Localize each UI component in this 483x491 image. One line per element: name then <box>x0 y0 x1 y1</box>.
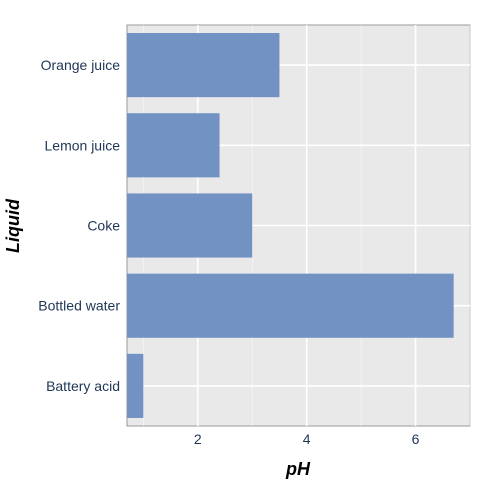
x-tick-label: 6 <box>412 431 420 447</box>
y-tick-label: Orange juice <box>41 57 121 73</box>
bars <box>127 33 454 418</box>
bar-battery-acid <box>127 353 144 418</box>
y-tick-label: Battery acid <box>46 378 120 394</box>
x-tick-label: 4 <box>303 431 311 447</box>
y-tick-label: Coke <box>87 218 120 234</box>
y-axis-title: Liquid <box>3 198 23 253</box>
x-tick-labels: 2 4 6 <box>194 431 420 447</box>
bar-coke <box>127 193 253 258</box>
bar-lemon-juice <box>127 113 220 178</box>
y-tick-label: Bottled water <box>38 298 120 314</box>
y-tick-label: Lemon juice <box>45 137 121 153</box>
x-tick-label: 2 <box>194 431 202 447</box>
y-tick-labels: Orange juice Lemon juice Coke Bottled water… <box>38 57 120 394</box>
x-axis-title: pH <box>285 459 311 479</box>
bar-bottled-water <box>127 273 454 338</box>
bar-orange-juice <box>127 33 280 98</box>
